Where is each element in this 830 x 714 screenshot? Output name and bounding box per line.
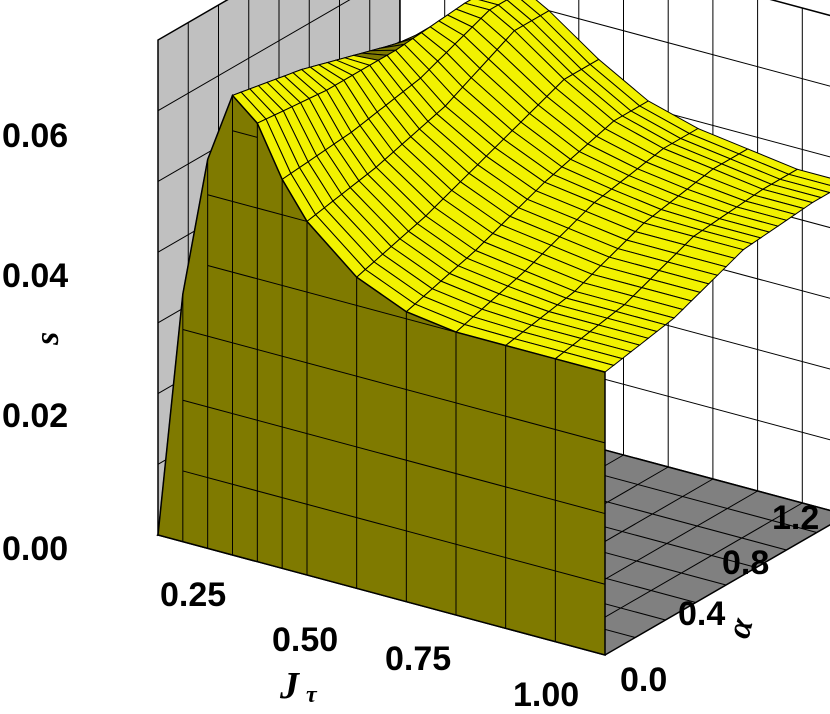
z-axis-label: s (29, 332, 66, 346)
x-tick-label: 0.25 (160, 576, 226, 614)
x-tick-label: 0.75 (385, 640, 451, 678)
x-axis-label: J (279, 665, 300, 707)
x-tick-label: 1.00 (513, 676, 579, 714)
y-tick-label: 1.2 (772, 499, 819, 537)
y-tick-label: 0.8 (722, 544, 769, 582)
y-tick-label: 0.4 (678, 595, 725, 633)
x-tick-label: 0.50 (272, 621, 338, 659)
y-tick-label: 0.0 (620, 661, 667, 699)
y-axis-label: α (720, 613, 761, 642)
z-tick-label: 0.04 (2, 257, 68, 295)
z-tick-label: 0.00 (2, 530, 68, 568)
x-axis-label-subscript: τ (306, 682, 318, 708)
z-tick-label: 0.06 (2, 117, 68, 155)
z-tick-label: 0.02 (2, 397, 68, 435)
